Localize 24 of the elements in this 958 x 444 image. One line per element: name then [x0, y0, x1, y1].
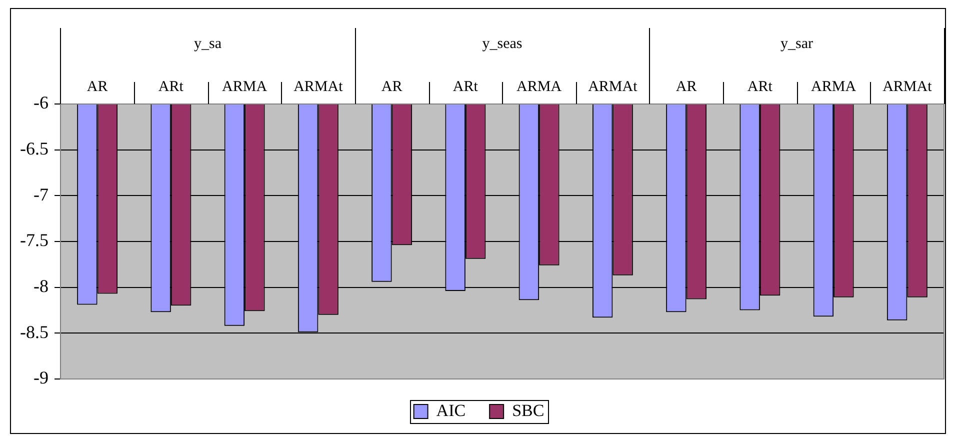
x-tick-label: ARMAt — [294, 78, 344, 95]
y-tick-label: -7.5 — [20, 230, 48, 250]
y-tick-label: -6 — [33, 92, 48, 113]
x-tick-label: AR — [381, 78, 402, 95]
y-tick-label: -9 — [33, 368, 48, 388]
x-tick-label: AR — [676, 78, 697, 95]
x-tick-label: ARMA — [222, 78, 268, 95]
x-tick-label: ARt — [158, 78, 184, 95]
text: y_seas — [482, 36, 522, 52]
x-tick-label: ARMAt — [588, 78, 638, 95]
x-tick-label: ARMAt — [882, 78, 933, 95]
y-tick-label: -8.5 — [20, 322, 48, 342]
x-tick-label: AR — [86, 78, 108, 95]
text: y_sar — [780, 36, 813, 52]
x-tick-label: ARMA — [516, 78, 562, 95]
legend-label: AIC — [436, 400, 466, 420]
x-tick-label: ARt — [747, 78, 774, 95]
y-tick-label: -6.5 — [20, 138, 48, 159]
x-tick-label: ARMA — [811, 78, 856, 95]
y-tick-label: -7 — [33, 184, 48, 204]
text: y_sa — [194, 36, 222, 52]
y-tick-label: -8 — [33, 276, 48, 296]
x-tick-label: ARt — [452, 78, 479, 95]
legend-label: SBC — [512, 400, 544, 420]
